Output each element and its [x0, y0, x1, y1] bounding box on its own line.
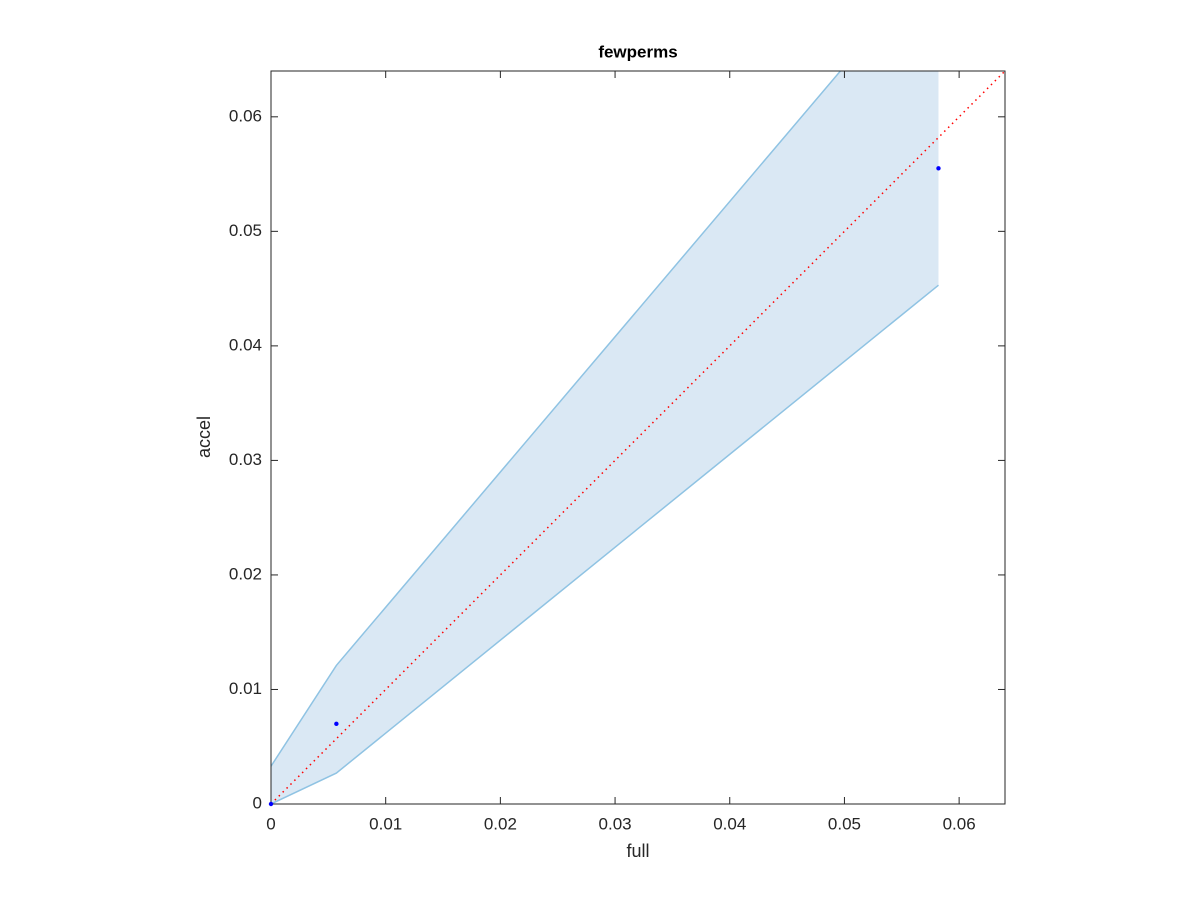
y-tick-label: 0.03	[229, 450, 262, 469]
axes-box	[270, 70, 1006, 805]
x-tick-label: 0.02	[484, 814, 517, 833]
y-tick-label: 0.05	[229, 221, 262, 240]
y-tick-label: 0	[253, 793, 262, 812]
chart-title: fewperms	[598, 42, 677, 61]
plot-area	[271, 71, 1005, 804]
band-lower-line	[271, 284, 939, 804]
confidence-band	[271, 71, 939, 804]
y-tick-label: 0.06	[229, 106, 262, 125]
x-tick-label: 0.03	[599, 814, 632, 833]
x-tick-label: 0.01	[369, 814, 402, 833]
x-tick-label: 0.06	[943, 814, 976, 833]
data-point	[334, 721, 339, 727]
x-tick-label: 0.04	[713, 814, 746, 833]
y-axis-label: accel	[194, 416, 214, 458]
x-tick-label: 0.05	[828, 814, 861, 833]
data-point	[268, 801, 274, 807]
axes: 0 0.01 0.02 0.03 0.04 0.05 0.06 0 0.01 0.02 0.03 0.…	[229, 71, 1005, 833]
reference-line	[271, 71, 1005, 804]
y-tick-label: 0.02	[229, 564, 262, 583]
y-tick-label: 0.04	[229, 335, 262, 354]
x-tick-label: 0	[266, 814, 275, 833]
y-tick-label: 0.01	[229, 679, 262, 698]
x-axis-label: full	[626, 841, 649, 861]
data-point	[936, 166, 941, 171]
band-upper-line	[271, 71, 842, 767]
